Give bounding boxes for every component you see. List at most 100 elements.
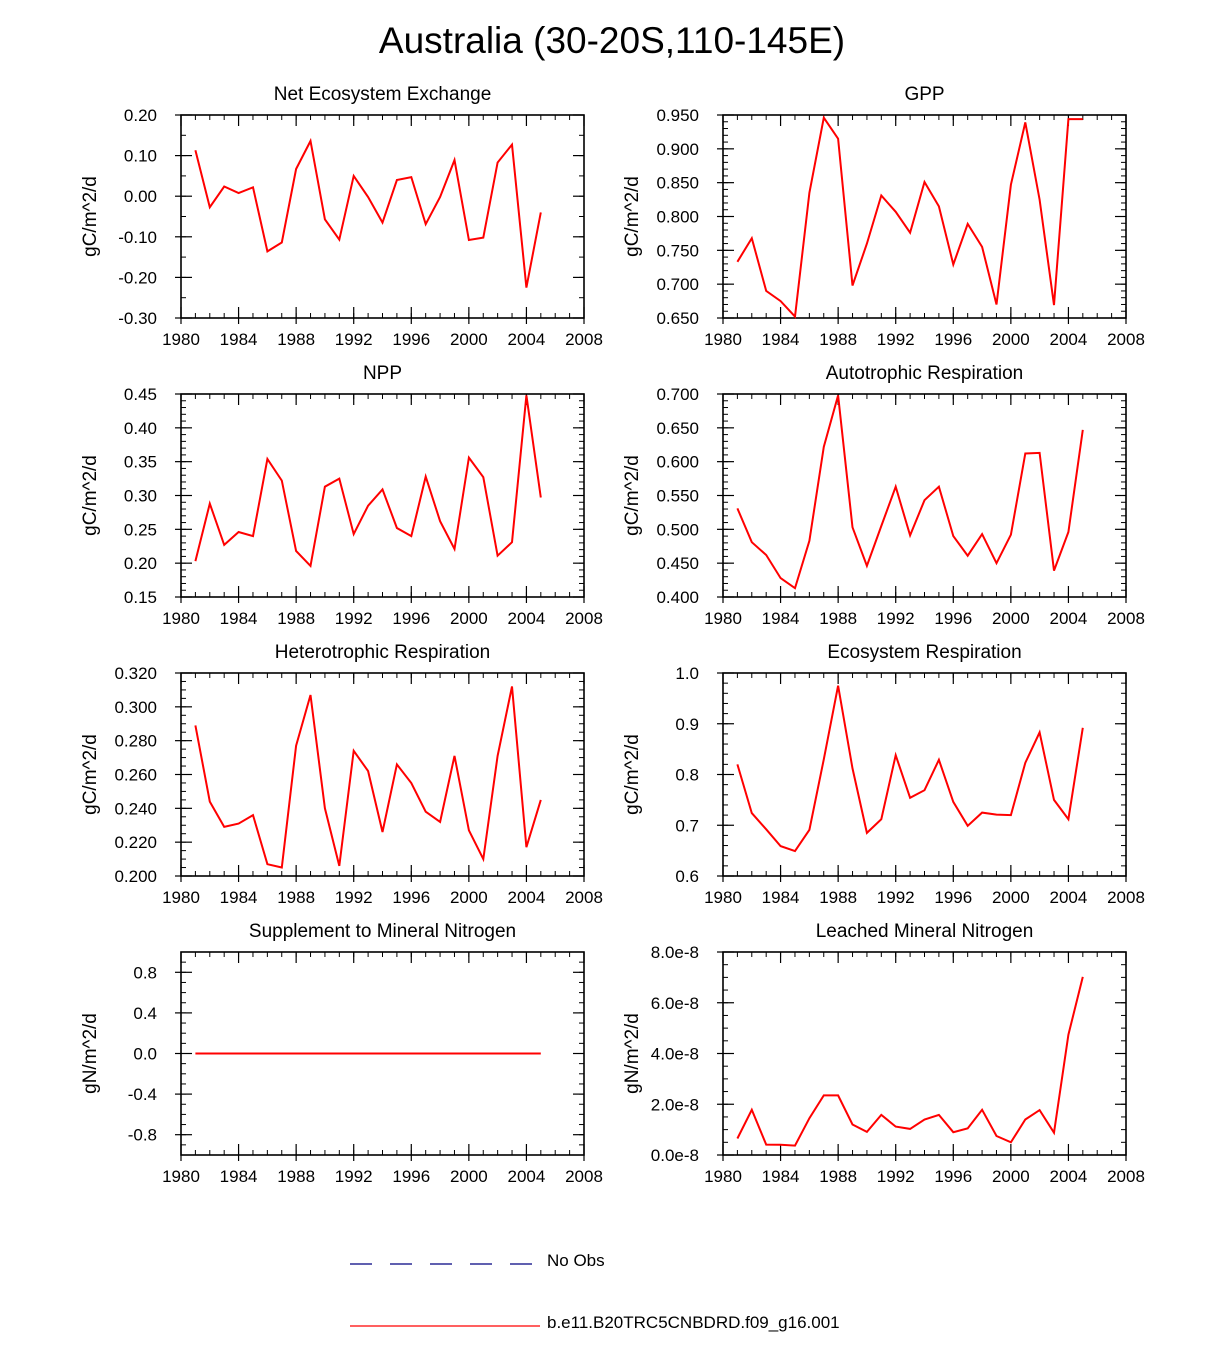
y-tick-label: 0.320 [114, 664, 157, 683]
data-point [736, 261, 738, 263]
y-tick-label: 0.280 [114, 732, 157, 751]
x-tick-label: 1996 [392, 1167, 430, 1186]
data-point [751, 541, 753, 543]
data-point [938, 486, 940, 488]
panel-title: Autotrophic Respiration [826, 363, 1024, 384]
data-point [439, 821, 441, 823]
data-point [540, 799, 542, 801]
data-point [511, 1053, 513, 1055]
series-line-model [194, 686, 542, 869]
data-point [765, 828, 767, 830]
data-point [967, 555, 969, 557]
y-tick-label: 0.600 [656, 453, 699, 472]
data-point [324, 807, 326, 809]
data-point [765, 1144, 767, 1146]
data-point [425, 1053, 427, 1055]
x-tick-label: 1988 [277, 1167, 315, 1186]
data-point [995, 1135, 997, 1137]
y-tick-label: 2.0e-8 [651, 1095, 699, 1114]
y-tick-label: -0.10 [118, 228, 157, 247]
x-tick-label: 1996 [392, 609, 430, 628]
data-point [1024, 762, 1026, 764]
x-tick-label: 2008 [565, 888, 603, 907]
x-tick-label: 1996 [934, 609, 972, 628]
data-point [525, 394, 527, 396]
panel-supplement-to-mineral-nitrogen: Supplement to Mineral Nitrogen gN/m^2/d 19… [80, 921, 603, 1186]
x-tick-label: 2004 [1050, 888, 1088, 907]
y-tick-label: 0.00 [124, 187, 157, 206]
data-point [396, 527, 398, 529]
data-point [736, 1138, 738, 1140]
data-point [223, 826, 225, 828]
y-axis-label: gN/m^2/d [80, 1013, 101, 1094]
y-tick-label: 0.9 [675, 715, 699, 734]
y-tick-label: 0.30 [124, 487, 157, 506]
x-tick-label: 1984 [762, 888, 800, 907]
x-tick-label: 2008 [1107, 330, 1145, 349]
x-tick-label: 1996 [934, 1167, 972, 1186]
data-point [1082, 429, 1084, 431]
data-point [511, 144, 513, 146]
data-point [794, 316, 796, 318]
data-point [497, 162, 499, 164]
y-tick-label: -0.8 [128, 1126, 157, 1145]
legend-swatch-dashed [350, 1263, 540, 1265]
data-point [194, 560, 196, 562]
data-point [482, 237, 484, 239]
data-point [981, 812, 983, 814]
data-point [338, 239, 340, 241]
data-point [866, 243, 868, 245]
data-point [866, 565, 868, 567]
y-tick-label: 4.0e-8 [651, 1045, 699, 1064]
data-point [938, 1114, 940, 1116]
x-tick-label: 1984 [762, 609, 800, 628]
data-point [909, 1128, 911, 1130]
x-tick-label: 2008 [1107, 888, 1145, 907]
data-point [808, 1117, 810, 1119]
data-point [324, 486, 326, 488]
series-line-model [736, 115, 1083, 319]
x-tick-label: 1992 [335, 609, 373, 628]
y-tick-label: 0.8 [133, 963, 157, 982]
x-tick-label: 2004 [1050, 1167, 1088, 1186]
data-point [924, 499, 926, 501]
legend-entry-model: b.e11.B20TRC5CNBDRD.f09_g16.001 [350, 1310, 950, 1340]
x-tick-label: 2000 [450, 1167, 488, 1186]
x-tick-label: 1980 [162, 330, 200, 349]
panel-title: Leached Mineral Nitrogen [816, 921, 1034, 942]
data-point [482, 858, 484, 860]
data-point [410, 535, 412, 537]
x-tick-label: 1988 [277, 888, 315, 907]
y-tick-label: 6.0e-8 [651, 994, 699, 1013]
data-point [367, 196, 369, 198]
x-tick-label: 2000 [992, 609, 1030, 628]
data-point [852, 285, 854, 287]
data-point [866, 1131, 868, 1133]
x-tick-label: 2008 [565, 330, 603, 349]
data-point [823, 446, 825, 448]
x-tick-label: 2000 [450, 888, 488, 907]
data-point [794, 587, 796, 589]
legend-label-no-obs: No Obs [547, 1251, 605, 1270]
data-point [324, 1053, 326, 1055]
data-point [823, 758, 825, 760]
data-point [736, 507, 738, 509]
data-point [909, 534, 911, 536]
data-point [981, 1109, 983, 1111]
x-tick-label: 1996 [934, 888, 972, 907]
data-point [353, 533, 355, 535]
data-point [952, 264, 954, 266]
y-axis-label: gC/m^2/d [622, 734, 643, 815]
x-tick-label: 1984 [220, 888, 258, 907]
data-point [367, 505, 369, 507]
data-point [367, 1053, 369, 1055]
data-point [266, 250, 268, 252]
data-point [952, 535, 954, 537]
x-tick-label: 2000 [450, 330, 488, 349]
data-point [453, 159, 455, 161]
data-point [266, 863, 268, 865]
data-point [238, 192, 240, 194]
x-tick-label: 1992 [335, 1167, 373, 1186]
data-point [540, 497, 542, 499]
data-point [1082, 727, 1084, 729]
